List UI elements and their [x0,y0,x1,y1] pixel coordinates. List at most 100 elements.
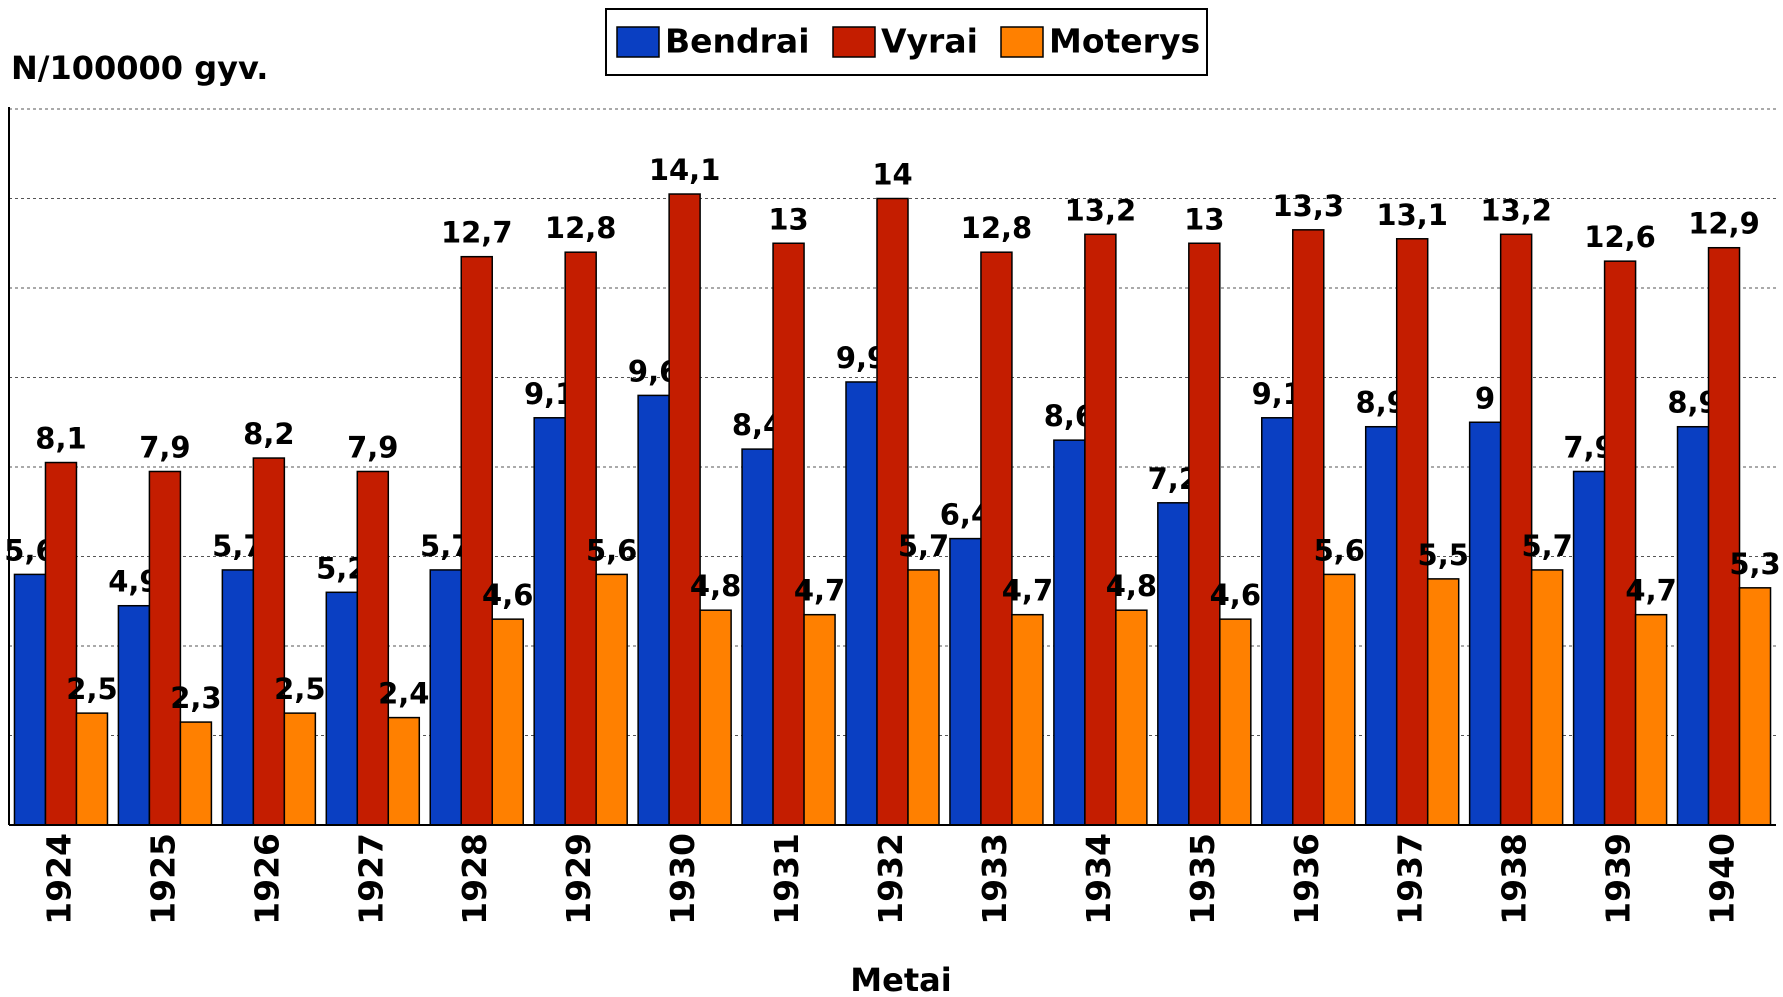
bar [1426,578,1460,826]
bar [325,591,359,826]
bar [845,381,878,826]
bar [668,193,701,826]
bar [491,618,524,826]
value-label: 2,4 [378,677,429,711]
legend-label: Vyrai [881,22,978,61]
x-tick-label: 1936 [1287,833,1326,925]
bar [179,721,213,826]
bar [1603,260,1637,826]
bar [876,197,909,826]
value-label: 2,5 [66,672,117,706]
x-tick-label: 1925 [143,833,182,925]
legend-label: Bendrai [665,22,810,61]
value-label: 4,8 [1106,569,1157,603]
bar [949,537,982,826]
bar [1115,609,1148,826]
value-label: 2,5 [274,672,325,706]
bar [1707,246,1741,826]
value-label: 5,5 [1418,538,1469,572]
value-label: 5,7 [1521,529,1572,563]
bar [75,712,109,826]
x-tick-label: 1930 [663,833,702,925]
x-tick-label: 1927 [351,833,390,925]
value-label: 9 [1475,381,1495,415]
bar [1634,613,1668,826]
value-label: 2,3 [170,681,221,715]
bar [1261,417,1294,826]
bar [44,461,78,826]
bar [637,394,670,826]
value-label: 12,9 [1688,207,1760,241]
value-label: 13,1 [1376,198,1448,232]
bar [980,251,1013,826]
value-label: 5,6 [586,533,637,567]
bar [803,613,836,826]
bar [699,609,732,826]
x-tick-label: 1932 [871,833,910,925]
x-tick-label: 1924 [39,833,78,925]
value-label: 12,8 [961,211,1033,245]
x-tick-label: 1934 [1079,833,1118,925]
bar [1053,439,1086,826]
bar [387,716,421,826]
bar [595,573,628,826]
bar [1676,425,1710,826]
x-tick-label: 1935 [1183,833,1222,925]
chart-title: N/100000 gyv. [11,49,268,87]
value-label: 14 [872,158,912,192]
x-tick-label: 1929 [559,833,598,925]
legend-swatch [832,26,876,58]
bar [1323,573,1356,826]
bar [1084,233,1117,826]
value-label: 14,1 [649,153,721,187]
value-label: 8,1 [35,422,86,456]
bar [533,417,566,826]
x-tick-label: 1928 [455,833,494,925]
legend-swatch [1000,26,1044,58]
value-label: 12,6 [1584,220,1656,254]
bar [1468,421,1502,826]
value-label: 4,7 [1625,574,1676,608]
bar [148,470,182,826]
value-label: 5,6 [1314,533,1365,567]
value-label: 7,9 [139,430,190,464]
bar [283,712,317,826]
bar [221,569,255,826]
value-label: 13 [1184,202,1224,236]
value-label: 5,7 [898,529,949,563]
legend-label: Moterys [1049,22,1200,61]
bar [1188,242,1221,826]
value-label: 12,8 [545,211,617,245]
bar [1011,613,1044,826]
value-label: 8,2 [243,417,294,451]
value-label: 13,3 [1272,189,1344,223]
value-label: 4,8 [690,569,741,603]
value-label: 4,6 [482,578,533,612]
bar [1292,229,1325,826]
value-label: 12,7 [441,216,513,250]
x-tick-label: 1931 [767,833,806,925]
bar [252,457,286,826]
bar [1738,587,1772,826]
value-label: 13 [768,202,808,236]
bar [460,255,493,826]
x-tick-label: 1933 [975,833,1014,925]
bar [1395,238,1429,826]
bar [117,604,151,826]
x-tick-label: 1940 [1703,833,1742,925]
value-label: 13,2 [1065,193,1137,227]
bar [1572,470,1606,826]
value-label: 4,6 [1210,578,1261,612]
value-label: 7,9 [347,430,398,464]
value-label: 4,7 [794,574,845,608]
value-label: 4,7 [1002,574,1053,608]
x-tick-label: 1938 [1495,833,1534,925]
bar [1530,569,1564,826]
bar [1364,425,1398,826]
value-label: 13,2 [1480,193,1552,227]
value-label: 5,3 [1729,547,1780,581]
bar [13,573,47,826]
legend-box [605,8,1208,76]
legend-swatch [616,26,660,58]
x-tick-label: 1937 [1391,833,1430,925]
